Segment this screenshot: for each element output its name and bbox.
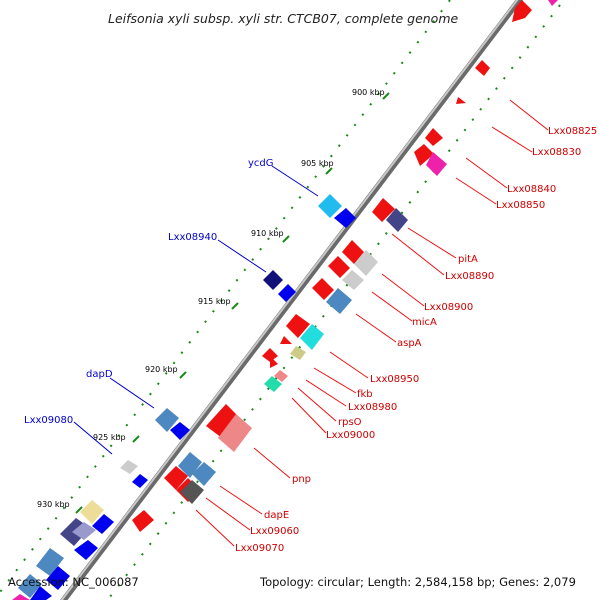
gene-label-aspa: aspA — [397, 338, 422, 349]
gene-label-ycdg: ycdG — [248, 158, 274, 169]
genome-backbone — [60, 0, 523, 600]
gene-arrow — [170, 422, 190, 440]
reverse-strand-features — [18, 194, 356, 600]
gene-arrow — [312, 278, 334, 300]
gene-box — [426, 152, 447, 176]
scale-label-915: 915 kbp — [198, 297, 231, 306]
gene-box — [80, 500, 104, 524]
map-title: Leifsonia xyli subsp. xyli str. CTCB07, … — [108, 11, 459, 26]
gene-arrow — [328, 256, 350, 278]
gene-label-lxx08900: Lxx08900 — [424, 302, 473, 313]
gene-box — [120, 460, 138, 474]
gene-box — [274, 370, 288, 382]
gene-arrow — [475, 60, 490, 76]
gene-label-lxx09080: Lxx09080 — [24, 415, 73, 426]
gene-label-lxx08850: Lxx08850 — [496, 200, 545, 211]
gene-box — [300, 324, 324, 350]
gene-box — [326, 288, 352, 314]
gene-arrow — [280, 336, 292, 344]
gene-label-lxx09060: Lxx09060 — [250, 526, 299, 537]
gene-box — [72, 522, 96, 540]
gene-arrow — [46, 566, 70, 590]
scale-label-930: 930 kbp — [37, 500, 70, 509]
gene-label-fkb: fkb — [357, 389, 373, 400]
gene-box — [354, 250, 378, 276]
gene-box — [318, 194, 342, 218]
gene-arrow — [512, 0, 532, 22]
genome-summary-text: Topology: circular; Length: 2,584,158 bp… — [259, 575, 576, 589]
gene-label-lxx08950: Lxx08950 — [370, 374, 419, 385]
gene-box — [36, 548, 64, 576]
gene-box — [178, 452, 202, 478]
gene-arrow — [30, 586, 52, 600]
gene-box — [180, 480, 204, 504]
gene-box — [155, 408, 179, 432]
gene-arrow — [132, 474, 148, 488]
gene-label-pita: pitA — [458, 254, 478, 265]
gene-arrow — [334, 208, 356, 228]
gene-arrow — [425, 128, 443, 146]
gene-box — [192, 462, 216, 486]
gene-label-rpso: rpsO — [338, 417, 362, 428]
scale-label-925: 925 kbp — [93, 433, 126, 442]
accession-text: Accession: NC_006087 — [8, 575, 139, 589]
gene-arrow — [206, 404, 238, 438]
gene-label-lxx08840: Lxx08840 — [507, 184, 556, 195]
gene-label-dape: dapE — [264, 510, 289, 521]
gene-arrow — [270, 356, 278, 368]
gene-label-pnp: pnp — [292, 474, 311, 485]
gene-label-lxx08980: Lxx08980 — [348, 402, 397, 413]
scale-label-905: 905 kbp — [301, 159, 334, 168]
gene-label-lxx08830: Lxx08830 — [532, 147, 581, 158]
gene-box — [386, 208, 408, 232]
right-gene-labels: Lxx08825 Lxx08830 Lxx08840 Lxx08850 pitA… — [235, 126, 597, 554]
scale-label-920: 920 kbp — [145, 365, 178, 374]
gene-arrow — [456, 97, 466, 104]
scale-label-910: 910 kbp — [251, 229, 284, 238]
gene-label-dapd: dapD — [86, 369, 113, 380]
gene-arrow — [262, 348, 278, 362]
gene-arrow — [92, 514, 114, 534]
left-callout-lines — [73, 165, 319, 455]
gene-box — [263, 270, 283, 290]
gene-arrow — [342, 240, 364, 264]
gene-label-mica: micA — [412, 317, 437, 328]
gene-label-lxx08890: Lxx08890 — [445, 271, 494, 282]
right-callout-lines — [195, 99, 549, 547]
gene-arrow — [372, 198, 395, 222]
gene-box — [218, 414, 252, 452]
gene-label-lxx09000: Lxx09000 — [326, 430, 375, 441]
gene-arrow — [74, 540, 98, 560]
gene-arrow — [286, 314, 310, 338]
major-ticks — [75, 92, 390, 514]
gene-arrow — [414, 144, 434, 166]
gene-box — [12, 594, 30, 600]
gene-arrow — [548, 0, 558, 6]
gene-label-lxx09070: Lxx09070 — [235, 543, 284, 554]
gene-box — [264, 376, 282, 392]
gene-box — [290, 346, 306, 360]
gene-arrow — [164, 466, 188, 490]
gene-label-lxx08825: Lxx08825 — [548, 126, 597, 137]
gene-arrow — [132, 510, 154, 532]
gene-label-lxx08940: Lxx08940 — [168, 232, 217, 243]
left-gene-labels: ycdG Lxx08940 dapD Lxx09080 — [24, 158, 274, 426]
gene-box — [18, 574, 42, 598]
gene-arrow — [278, 284, 296, 302]
scale-label-900: 900 kbp — [352, 88, 385, 97]
forward-strand-features — [12, 0, 558, 600]
gene-box — [342, 270, 364, 290]
scale-labels: 900 kbp 905 kbp 910 kbp 915 kbp 920 kbp … — [37, 88, 385, 509]
